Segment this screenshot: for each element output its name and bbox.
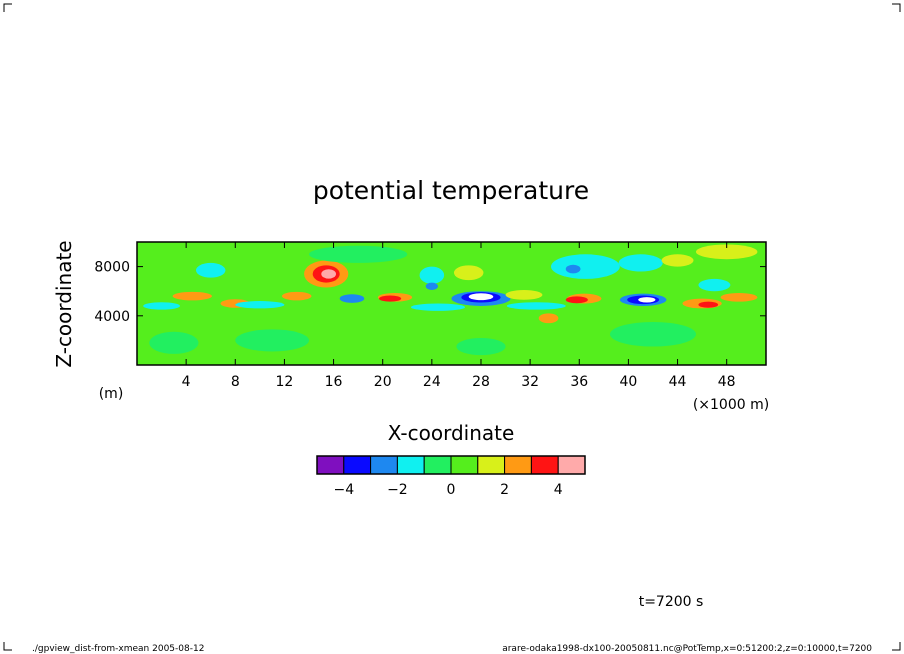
y-tick-label-4000: 4000 [94, 309, 130, 325]
colorbar-swatch-4 [423, 455, 452, 475]
field-feature-40 [695, 244, 758, 260]
colorbar-swatch-0 [316, 455, 345, 475]
colorbar-label-0: 0 [447, 482, 456, 498]
potential-temperature-field [137, 242, 766, 365]
field-feature-18 [565, 296, 588, 304]
field-feature-23 [281, 291, 312, 301]
field-feature-14 [339, 294, 365, 303]
crop-marks [3, 3, 901, 651]
colorbar-swatch-7 [504, 455, 532, 475]
colorbar-swatch-1 [343, 455, 372, 475]
x-tick-label-28: 28 [472, 374, 490, 390]
colorbar-swatch-5 [450, 455, 479, 475]
field-feature-3 [195, 262, 226, 278]
field-feature-10 [468, 293, 494, 301]
field-feature-32 [425, 282, 438, 290]
y-axis-label: Z-coordinate [52, 240, 76, 367]
x-tick-label-24: 24 [423, 374, 441, 390]
field-feature-36 [456, 337, 506, 356]
field-feature-16 [379, 295, 402, 302]
colorbar-swatch-3 [396, 455, 425, 475]
field-feature-2 [321, 269, 337, 279]
x-tick-label-16: 16 [325, 374, 343, 390]
colorbar-swatch-9 [557, 455, 586, 475]
chart-title: potential temperature [313, 176, 589, 205]
field-feature-21 [172, 291, 212, 301]
time-label: t=7200 s [639, 594, 704, 610]
field-feature-24 [505, 289, 543, 300]
x-tick-label-32: 32 [521, 374, 539, 390]
x-tick-label-40: 40 [619, 374, 637, 390]
x-tick-label-36: 36 [570, 374, 588, 390]
field-feature-20 [698, 301, 719, 308]
field-feature-39 [308, 245, 408, 263]
colorbar-swatch-8 [530, 455, 559, 475]
x-axis-label: X-coordinate [388, 421, 515, 445]
field-feature-5 [565, 264, 581, 274]
colorbar-label-2: 2 [500, 482, 509, 498]
field-feature-33 [661, 254, 694, 267]
colorbar-label-4: 4 [554, 482, 563, 498]
colorbar-label--4: −4 [333, 482, 354, 498]
x-tick-label-4: 4 [182, 374, 191, 390]
field-feature-28 [410, 303, 466, 311]
field-feature-13 [638, 297, 656, 303]
field-feature-26 [538, 313, 559, 324]
x-tick-label-12: 12 [276, 374, 294, 390]
y-tick-label-8000: 8000 [94, 260, 130, 276]
field-feature-7 [419, 266, 445, 284]
y-axis-unit: (m) [99, 386, 124, 402]
plot-frame [136, 241, 767, 366]
field-feature-31 [698, 278, 731, 292]
footer-right-note: arare-odaka1998-dx100-20050811.nc@PotTem… [502, 644, 872, 654]
field-feature-6 [618, 254, 663, 272]
field-feature-38 [149, 331, 199, 354]
footer-left-note: ./gpview_dist-from-xmean 2005-08-12 [32, 644, 204, 654]
colorbar-label--2: −2 [387, 482, 408, 498]
field-feature-37 [609, 321, 696, 347]
field-feature-35 [235, 329, 309, 352]
colorbar-swatch-6 [477, 455, 506, 475]
x-tick-label-8: 8 [231, 374, 240, 390]
colorbar-frame [316, 455, 586, 475]
field-feature-27 [235, 301, 285, 309]
colorbar: −4 −2 0 2 4 [316, 455, 586, 498]
colorbar-swatch-2 [370, 455, 398, 475]
field-feature-30 [143, 302, 180, 310]
x-tick-label-44: 44 [669, 374, 687, 390]
x-axis-unit: (×1000 m) [693, 397, 769, 413]
field-feature-34 [453, 265, 484, 281]
x-tick-label-48: 48 [718, 374, 736, 390]
field-feature-29 [506, 302, 566, 310]
field-feature-25 [720, 293, 758, 302]
x-tick-label-20: 20 [374, 374, 392, 390]
field-feature-4 [551, 254, 620, 279]
